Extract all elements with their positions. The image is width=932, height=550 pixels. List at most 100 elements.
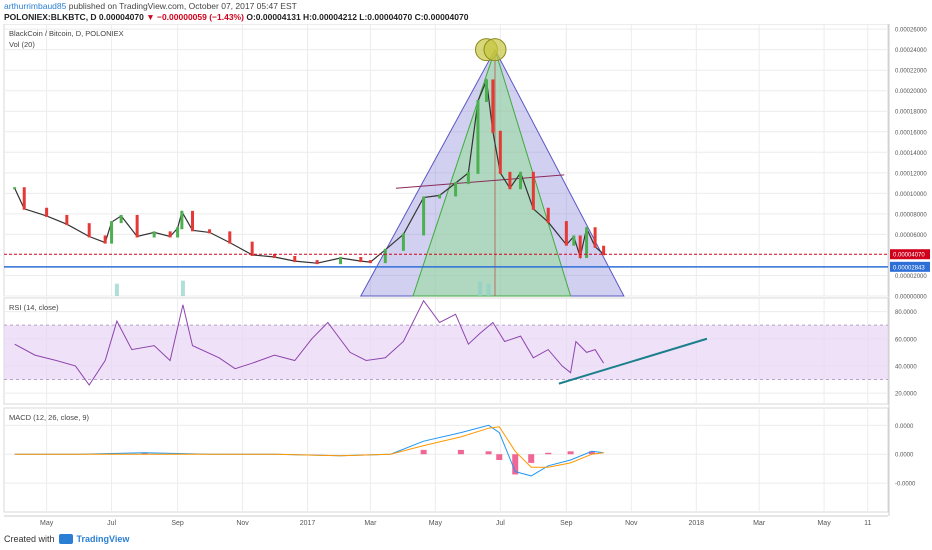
y-tick-label: 80.0000 xyxy=(895,310,917,316)
candle xyxy=(273,253,277,258)
x-tick-label: Jul xyxy=(107,520,116,527)
price-sub: Vol (20) xyxy=(9,40,35,49)
chart-canvas[interactable]: May Jul Sep Nov 2017 Mar May Jul Sep Nov 2018 Mar Ma… xyxy=(0,24,932,532)
macd-histogram-bar xyxy=(141,452,148,455)
x-tick-label: 2017 xyxy=(300,520,316,527)
y-tick-label: 0.00008000 xyxy=(895,212,927,218)
candle xyxy=(191,210,195,232)
author-link[interactable]: arthurrimbaud85 xyxy=(4,1,67,11)
macd-signal-line xyxy=(14,426,604,468)
candle xyxy=(368,260,372,264)
candle xyxy=(383,248,387,264)
candle xyxy=(119,214,123,224)
x-tick-label: May xyxy=(429,520,443,527)
y-tick-label: 0.00014000 xyxy=(895,151,927,157)
macd-histogram-bar xyxy=(512,454,519,475)
candle xyxy=(103,235,107,244)
down-arrow-icon: ▼ xyxy=(146,12,155,22)
y-tick-label: 60.0000 xyxy=(895,337,917,343)
candle xyxy=(13,187,17,190)
macd-title: MACD (12, 26, close, 9) xyxy=(9,413,90,422)
x-tick-label: Sep xyxy=(560,520,573,527)
rsi-trendline xyxy=(558,337,708,385)
created-with-label: Created with xyxy=(4,534,55,544)
x-tick-label: Nov xyxy=(625,520,638,527)
candle xyxy=(293,255,297,263)
candle xyxy=(498,130,502,174)
candle xyxy=(45,207,49,217)
candle xyxy=(359,257,363,263)
candle xyxy=(135,214,139,238)
candle xyxy=(454,182,458,197)
support-label: 0.00002843 xyxy=(893,265,925,271)
price-change: −0.00000059 (−1.43%) xyxy=(156,12,244,22)
tradingview-brand[interactable]: TradingView xyxy=(76,534,130,544)
x-tick-label: Jul xyxy=(496,520,505,527)
y-tick-label: 0.00020000 xyxy=(895,89,927,95)
macd-histogram-bar xyxy=(567,451,574,455)
y-tick-label: 0.00018000 xyxy=(895,110,927,116)
candle xyxy=(476,99,480,174)
volume-bar xyxy=(180,280,185,296)
y-tick-label: 0.00016000 xyxy=(895,130,927,136)
candle xyxy=(572,235,576,246)
x-tick-label: Nov xyxy=(236,520,249,527)
candle xyxy=(466,171,470,185)
candle xyxy=(531,171,535,210)
macd-histogram-bar xyxy=(485,451,492,455)
ohlc-values: O:0.00004131 H:0.00004212 L:0.00004070 C… xyxy=(246,12,469,22)
candle xyxy=(87,223,91,238)
last-price-label: 0.00004070 xyxy=(893,253,925,259)
x-tick-label: 11 xyxy=(864,520,871,527)
candle xyxy=(602,245,606,256)
macd-histogram-bar xyxy=(420,449,427,455)
symbol-price: POLONIEX:BLKBTC, D 0.00004070 xyxy=(4,12,147,22)
y-tick-label: 20.0000 xyxy=(895,392,917,398)
macd-histogram-bar xyxy=(588,451,595,455)
volume-bar xyxy=(478,281,483,296)
y-tick-label: 0.00012000 xyxy=(895,171,927,177)
support-tag xyxy=(890,261,930,272)
candle xyxy=(65,214,69,226)
y-tick-label: 0.0000 xyxy=(895,453,914,459)
tradingview-logo-icon xyxy=(58,534,73,544)
candle xyxy=(519,171,523,190)
x-tick-label: May xyxy=(40,520,54,527)
candle xyxy=(585,227,589,258)
publish-text: published on TradingView.com, October 07… xyxy=(68,1,297,11)
candle xyxy=(564,221,568,246)
macd-histogram-bar xyxy=(528,454,535,463)
pattern-midline xyxy=(395,174,565,189)
y-tick-label: 0.0000 xyxy=(895,424,914,430)
macd-histogram-bar xyxy=(545,452,552,455)
candle xyxy=(228,231,232,244)
candle xyxy=(250,241,254,256)
x-tick-label: May xyxy=(817,520,831,527)
candle xyxy=(110,221,114,244)
volume-bar xyxy=(486,283,491,296)
y-tick-label: 0.00024000 xyxy=(895,48,927,54)
y-tick-label: 0.00002000 xyxy=(895,274,927,280)
price-title: BlackCoin / Bitcoin, D, POLONIEX xyxy=(9,29,124,38)
y-tick-label: -0.0000 xyxy=(895,482,916,488)
candle xyxy=(593,227,597,248)
macd-histogram-bar xyxy=(457,449,464,455)
y-tick-label: 0.00010000 xyxy=(895,192,927,198)
candle xyxy=(578,235,582,258)
x-tick-label: Mar xyxy=(753,520,766,527)
rsi-band xyxy=(4,325,888,380)
candle xyxy=(422,196,426,236)
candle xyxy=(546,207,550,224)
candle xyxy=(484,79,488,102)
y-tick-label: 0.00022000 xyxy=(895,69,927,75)
candle xyxy=(180,210,184,230)
symbol-line: POLONIEX:BLKBTC, D 0.00004070 ▼ −0.00000… xyxy=(4,12,468,23)
y-tick-label: 0.00000000 xyxy=(895,295,927,301)
x-tick-label: Mar xyxy=(364,520,377,527)
publish-line: arthurrimbaud85 published on TradingView… xyxy=(4,1,297,12)
x-tick-label: Sep xyxy=(171,520,184,527)
candle xyxy=(208,229,212,234)
footer: Created with TradingView xyxy=(4,534,129,544)
candle xyxy=(168,231,172,238)
x-tick-label: 2018 xyxy=(689,520,705,527)
